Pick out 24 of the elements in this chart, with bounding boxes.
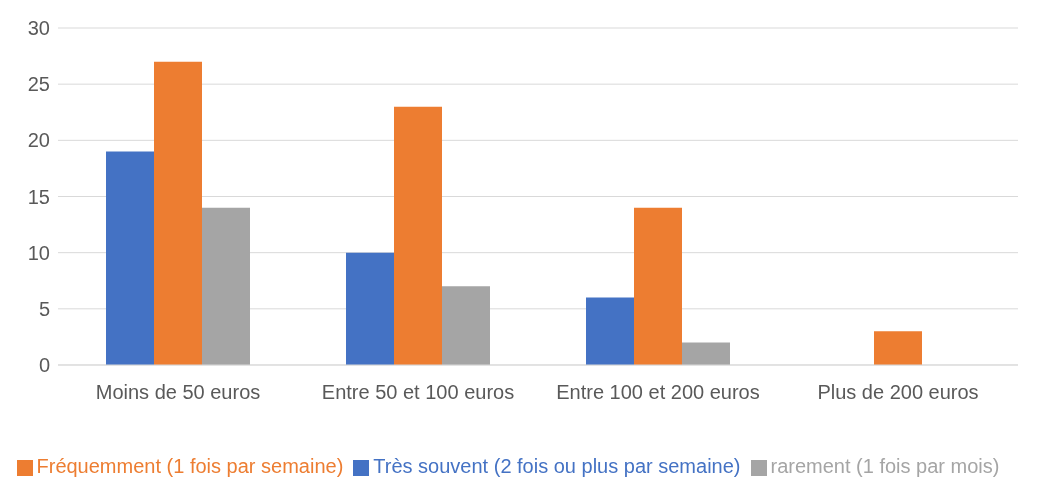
bar [202,207,250,365]
x-tick-label: Plus de 200 euros [817,381,979,404]
y-tick-label: 0 [38,354,50,377]
legend-label: Très souvent (2 fois ou plus par semaine) [373,455,741,477]
y-tick-label: 5 [38,297,50,320]
y-tick-label: 20 [27,129,50,152]
bar [634,207,682,365]
y-tick-label: 30 [27,17,50,40]
legend-label: Fréquemment (1 fois par semaine) [36,455,344,477]
y-tick-label: 10 [27,241,50,264]
x-tick-label: Entre 100 et 200 euros [556,381,760,404]
y-tick-label: 15 [27,185,50,208]
bar [394,106,442,365]
bar [346,252,394,365]
bar [442,286,490,365]
x-tick-label: Entre 50 et 100 euros [321,381,515,404]
bar [874,331,922,365]
bar [154,61,202,365]
bar [106,151,154,365]
bar [682,342,730,365]
bar [586,297,634,365]
x-tick-label: Moins de 50 euros [95,381,261,404]
legend-label: rarement (1 fois par mois) [770,455,1000,477]
y-tick-label: 25 [27,73,50,96]
